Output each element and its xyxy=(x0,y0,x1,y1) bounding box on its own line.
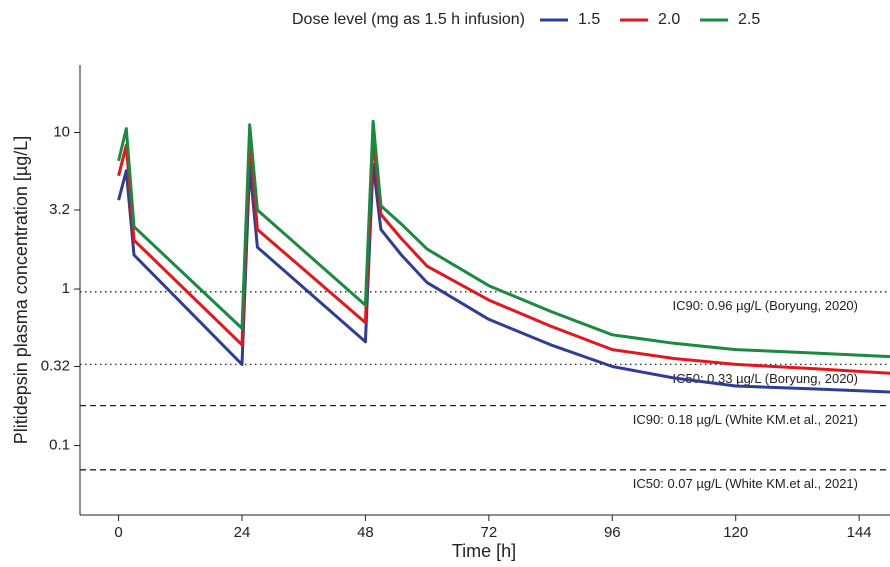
y-tick-label: 10 xyxy=(53,123,70,140)
x-tick-label: 72 xyxy=(481,524,498,541)
x-tick-label: 0 xyxy=(114,524,122,541)
legend-title: Dose level (mg as 1.5 h infusion) xyxy=(292,11,525,28)
reference-label: IC90: 0.18 µg/L (White KM.et al., 2021) xyxy=(633,412,858,427)
x-tick-label: 120 xyxy=(723,524,748,541)
reference-label: IC50: 0.07 µg/L (White KM.et al., 2021) xyxy=(633,476,858,491)
x-tick-label: 96 xyxy=(604,524,621,541)
y-tick-label: 0.1 xyxy=(49,437,70,454)
series-line xyxy=(117,119,890,359)
y-axis-title: Plitidepsin plasma concentration [µg/L] xyxy=(11,136,31,445)
legend-label: 1.5 xyxy=(578,11,600,28)
series-line xyxy=(117,135,890,375)
reference-label: IC50: 0.33 µg/L (Boryung, 2020) xyxy=(672,371,858,386)
legend-label: 2.0 xyxy=(658,11,680,28)
y-tick-label: 1 xyxy=(62,280,70,297)
series-line xyxy=(117,162,890,394)
y-tick-label: 0.32 xyxy=(41,357,70,374)
reference-label: IC90: 0.96 µg/L (Boryung, 2020) xyxy=(672,298,858,313)
x-axis-title: Time [h] xyxy=(452,541,516,561)
x-tick-label: 144 xyxy=(847,524,872,541)
x-tick-label: 48 xyxy=(357,524,374,541)
x-tick-label: 24 xyxy=(234,524,251,541)
y-tick-label: 3.2 xyxy=(49,201,70,218)
legend-label: 2.5 xyxy=(738,11,760,28)
